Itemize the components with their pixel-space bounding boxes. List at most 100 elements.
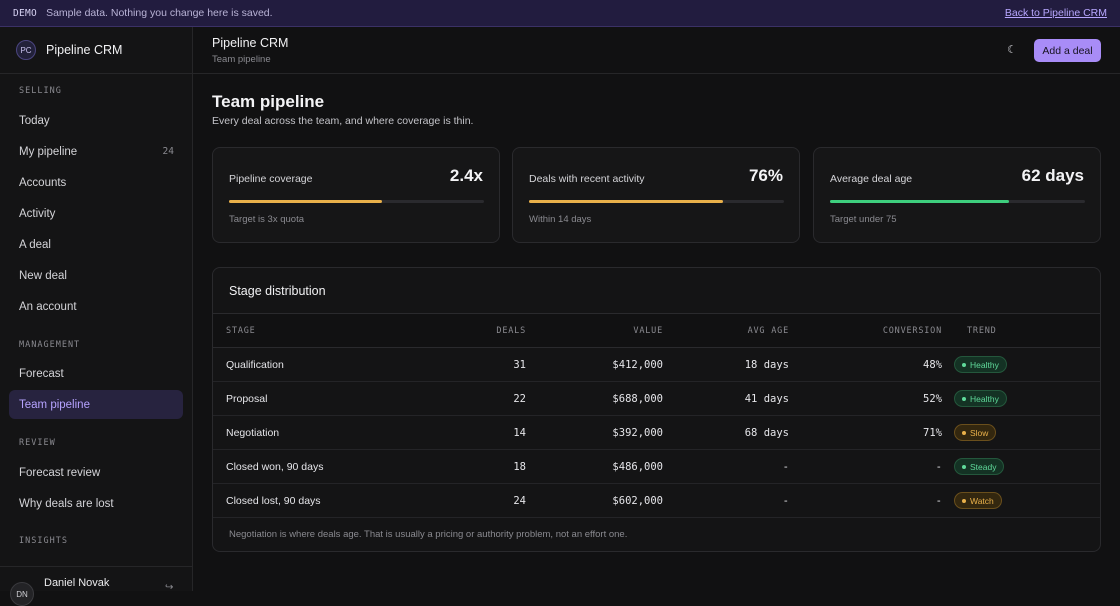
trend-label: Watch — [970, 495, 994, 506]
sidebar-item-label: An account — [19, 300, 77, 313]
sidebar-section-title: REVIEW — [19, 438, 56, 448]
sidebar-item-label: New deal — [19, 269, 67, 282]
trend-label: Healthy — [970, 393, 999, 404]
table-row[interactable]: Qualification 31 $412,000 18 days 48% Healthy — [213, 347, 1100, 382]
cell-avg-age: 41 days — [663, 381, 789, 416]
status-dot-icon — [962, 464, 966, 469]
sidebar-item-label: Forecast review — [19, 466, 101, 479]
metric-note: Target is 3x quota — [229, 214, 304, 225]
brand: PC Pipeline CRM — [0, 27, 192, 74]
moon-icon[interactable]: ☾ — [1007, 44, 1017, 56]
metric-progress-track — [229, 200, 484, 203]
cell-conversion: - — [789, 449, 942, 484]
cell-trend: Steady — [942, 449, 1100, 484]
table-footnote: Negotiation is where deals age. That is … — [229, 529, 628, 540]
sidebar-item-team-pipeline[interactable]: Team pipeline — [9, 390, 183, 419]
sidebar-item-forecast-review[interactable]: Forecast review — [9, 458, 183, 487]
metric-progress-fill — [229, 200, 382, 203]
table-row[interactable]: Closed won, 90 days 18 $486,000- - Steady — [213, 449, 1100, 484]
sidebar-item-label: Team pipeline — [19, 398, 90, 411]
app-title: Pipeline CRM — [212, 36, 289, 50]
sidebar-item-a-deal[interactable]: A deal — [9, 230, 183, 259]
cell-deals: 22 — [413, 381, 526, 416]
cell-deals: 24 — [413, 483, 526, 518]
back-to-crm-link[interactable]: Back to Pipeline CRM — [1004, 7, 1107, 19]
cell-deals: 31 — [413, 347, 526, 382]
metric-value: 62 days — [1021, 166, 1084, 185]
sidebar-item-my-pipeline[interactable]: My pipeline 24 — [9, 137, 183, 166]
sidebar-item-accounts[interactable]: Accounts — [9, 168, 183, 197]
demo-message: Sample data. Nothing you change here is … — [46, 7, 273, 19]
metric-value: 2.4x — [449, 166, 483, 185]
metric-card: Deals with recent activity 76% Within 14 d… — [512, 147, 800, 243]
sidebar-item-why-deals-are-lost[interactable]: Why deals are lost — [9, 489, 183, 518]
trend-label: Steady — [970, 461, 997, 472]
trend-badge: Healthy — [954, 356, 1007, 373]
cell-value: $688,000 — [526, 381, 663, 416]
stage-table: STAGE DEALS VALUE AVG AGE CONVERSION TRE… — [213, 313, 1100, 518]
sidebar-item-count: 24 — [162, 146, 174, 157]
add-deal-button[interactable]: Add a deal — [1034, 39, 1101, 62]
table-row[interactable]: Negotiation 14 $392,000 68 days 71% Slow — [213, 415, 1100, 450]
metric-value: 76% — [748, 166, 783, 185]
cell-conversion: 71% — [789, 415, 942, 450]
cell-value: $412,000 — [526, 347, 663, 382]
table-row[interactable]: Closed lost, 90 days 24 $602,000- - Watch — [213, 483, 1100, 518]
sidebar-item-label: Accounts — [19, 176, 67, 189]
sidebar-section-title: SELLING — [19, 86, 62, 96]
user-menu[interactable]: DN Daniel Novak ↪ — [0, 566, 193, 606]
metric-note: Within 14 days — [529, 214, 592, 225]
status-dot-icon — [962, 396, 966, 401]
cell-conversion: 52% — [789, 381, 942, 416]
cell-avg-age: - — [663, 449, 789, 484]
trend-badge: Healthy — [954, 390, 1007, 407]
metric-card: Average deal age 62 days Target under 75 — [813, 147, 1101, 243]
demo-tag: DEMO — [13, 7, 38, 19]
sidebar-item-label: My pipeline — [19, 145, 78, 158]
panel-title: Stage distribution — [229, 284, 326, 298]
col-deals: DEALS — [413, 313, 526, 348]
cell-conversion: 48% — [789, 347, 942, 382]
breadcrumb: Team pipeline — [212, 54, 271, 65]
sidebar-section-title: INSIGHTS — [19, 536, 68, 546]
cell-trend: Healthy — [942, 347, 1100, 382]
cell-stage: Closed won, 90 days — [213, 449, 413, 484]
user-name: Daniel Novak — [44, 577, 110, 589]
cell-trend: Healthy — [942, 381, 1100, 416]
cell-avg-age: 68 days — [663, 415, 789, 450]
cell-conversion: - — [789, 483, 942, 518]
sidebar-item-forecast[interactable]: Forecast — [9, 359, 183, 388]
sidebar-section-title: MANAGEMENT — [19, 340, 81, 350]
cell-stage: Negotiation — [213, 415, 413, 450]
metric-note: Target under 75 — [830, 214, 897, 225]
trend-badge: Steady — [954, 458, 1005, 475]
col-avg-age: AVG AGE — [663, 313, 789, 348]
sidebar-item-label: Activity — [19, 207, 56, 220]
brand-name: Pipeline CRM — [46, 43, 123, 57]
trend-label: Healthy — [970, 359, 999, 370]
col-stage: STAGE — [213, 313, 413, 348]
sidebar-item-activity[interactable]: Activity — [9, 199, 183, 228]
sidebar-item-today[interactable]: Today — [9, 106, 183, 135]
trend-badge: Watch — [954, 492, 1002, 509]
logout-icon[interactable]: ↪ — [165, 582, 174, 593]
sidebar-item-new-deal[interactable]: New deal — [9, 261, 183, 290]
metric-progress-track — [529, 200, 784, 203]
col-conversion: CONVERSION — [789, 313, 942, 348]
demo-banner: DEMO Sample data. Nothing you change her… — [0, 0, 1120, 27]
cell-deals: 18 — [413, 449, 526, 484]
status-dot-icon — [962, 430, 966, 435]
avatar: DN — [10, 582, 34, 606]
trend-badge: Slow — [954, 424, 997, 441]
col-trend: TREND — [942, 313, 1100, 348]
cell-avg-age: 18 days — [663, 347, 789, 382]
trend-label: Slow — [970, 427, 989, 438]
cell-value: $602,000 — [526, 483, 663, 518]
metric-card: Pipeline coverage 2.4x Target is 3x quota — [212, 147, 500, 243]
status-dot-icon — [962, 362, 966, 367]
cell-value: $486,000 — [526, 449, 663, 484]
metric-progress-fill — [529, 200, 723, 203]
sidebar-item-an-account[interactable]: An account — [9, 292, 183, 321]
metric-progress-fill — [830, 200, 1009, 203]
table-row[interactable]: Proposal 22 $688,000 41 days 52% Healthy — [213, 381, 1100, 416]
